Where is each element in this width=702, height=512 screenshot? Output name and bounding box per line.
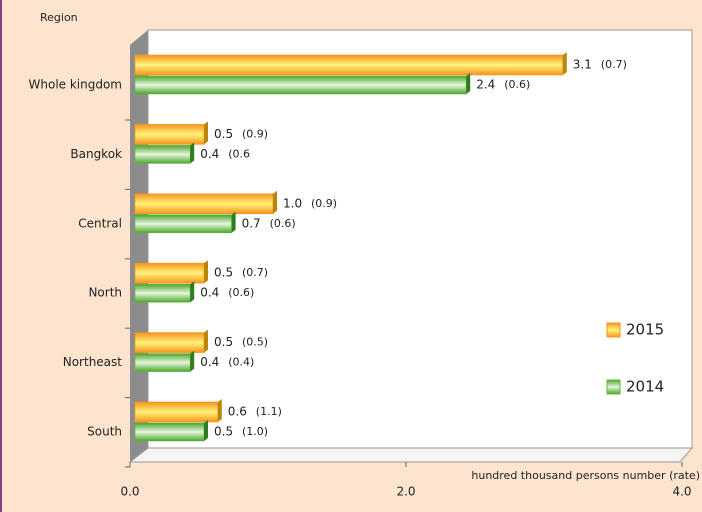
- rate-label: (0.6): [270, 217, 296, 230]
- rate-label: (1.0): [242, 425, 268, 438]
- y-axis-label: Region: [40, 11, 78, 24]
- x-tick-label: 2.0: [396, 485, 415, 499]
- bar-side: [231, 211, 236, 233]
- bar: [134, 283, 191, 303]
- plot-back: [147, 29, 693, 449]
- value-label: 0.7: [242, 216, 261, 230]
- rate-label: (0.6): [504, 78, 530, 91]
- value-label: 0.4: [200, 355, 219, 369]
- floor: [128, 447, 694, 463]
- legend-swatch: [606, 379, 621, 395]
- rate-label: (0.7): [601, 58, 627, 71]
- value-label: 3.1: [573, 58, 592, 72]
- rate-label: (0.6: [228, 147, 250, 160]
- category-label: North: [88, 286, 122, 300]
- bar: [134, 401, 219, 423]
- category-label: Central: [78, 216, 122, 230]
- bar: [134, 332, 205, 353]
- bar: [134, 214, 232, 234]
- value-label: 0.5: [214, 335, 233, 349]
- bar: [134, 124, 205, 145]
- bar-side: [204, 121, 208, 145]
- rate-label: (1.1): [256, 405, 282, 418]
- bar-side: [273, 190, 277, 214]
- rate-label: (0.7): [242, 266, 268, 279]
- value-label: 2.4: [476, 78, 495, 92]
- rate-label: (0.9): [242, 127, 268, 140]
- legend-label: 2015: [626, 321, 664, 339]
- bar-side: [190, 350, 195, 372]
- bar-side: [204, 420, 208, 441]
- legend-swatch: [606, 322, 621, 338]
- x-axis-label: hundred thousand persons number (rate): [471, 469, 700, 482]
- bar-side: [190, 142, 195, 164]
- x-tick-label: 4.0: [672, 485, 691, 499]
- wall: [130, 30, 148, 462]
- category-label: Whole kingdom: [29, 78, 123, 92]
- category-label: Northeast: [63, 355, 123, 369]
- bar-side: [190, 281, 195, 303]
- bar: [134, 193, 274, 215]
- left-border: [0, 0, 2, 512]
- value-label: 1.0: [283, 196, 302, 210]
- bar-side: [562, 52, 567, 75]
- value-label: 0.4: [200, 147, 219, 161]
- bar: [134, 353, 191, 372]
- bar-side: [204, 260, 208, 284]
- bar-side: [217, 399, 222, 422]
- bar-side: [466, 73, 471, 94]
- value-label: 0.5: [214, 425, 233, 439]
- x-tick-label: 0.0: [120, 485, 139, 499]
- rate-label: (0.6): [228, 286, 254, 299]
- category-label: Bangkok: [70, 147, 122, 161]
- bar: [134, 262, 205, 284]
- bar-side: [204, 329, 208, 353]
- bar: [134, 75, 467, 95]
- bar: [134, 145, 191, 164]
- value-label: 0.4: [200, 286, 219, 300]
- rate-label: (0.9): [311, 197, 337, 210]
- rate-label: (0.5): [242, 336, 268, 349]
- value-label: 0.5: [214, 127, 233, 141]
- rate-label: (0.4): [228, 356, 254, 369]
- category-label: South: [87, 425, 122, 439]
- value-label: 0.5: [214, 266, 233, 280]
- bar: [134, 422, 205, 442]
- legend-label: 2014: [626, 378, 664, 396]
- value-label: 0.6: [228, 405, 247, 419]
- bar: [134, 54, 564, 76]
